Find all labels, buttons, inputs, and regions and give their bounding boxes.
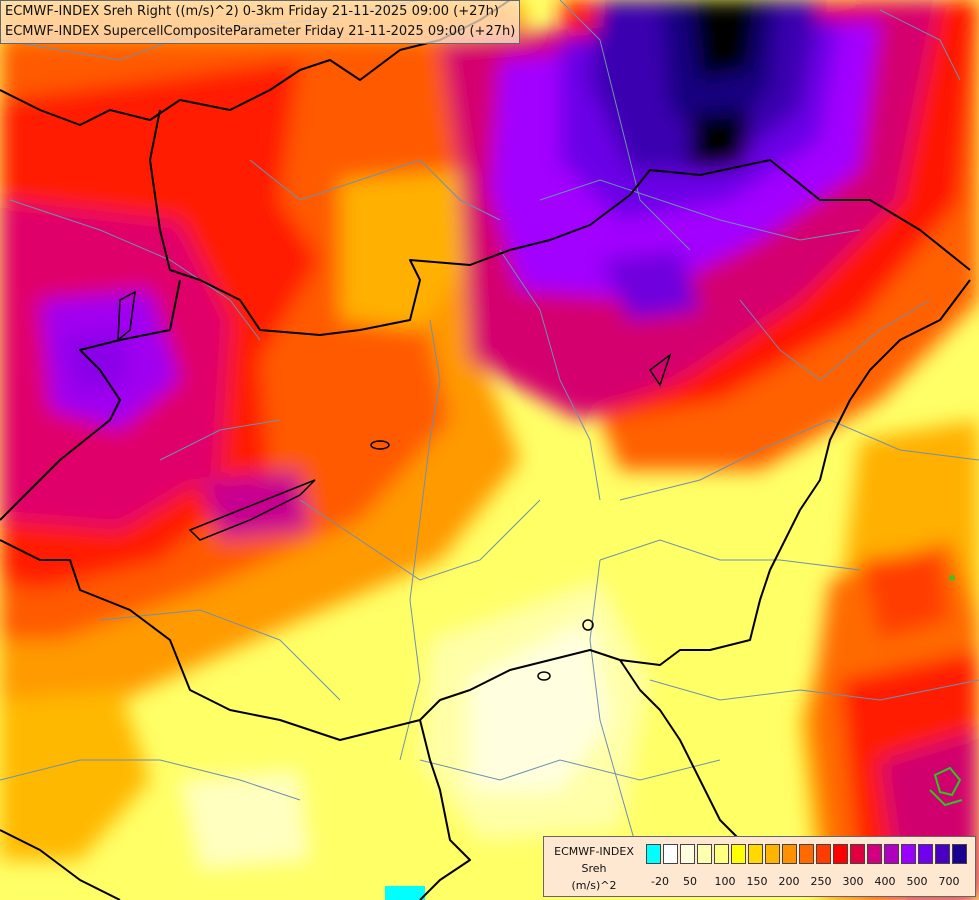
legend-tick-label: 700 — [938, 875, 960, 888]
legend-swatch — [646, 844, 661, 864]
legend-swatch — [850, 844, 865, 864]
legend-swatch — [782, 844, 797, 864]
legend-swatch — [867, 844, 882, 864]
legend-tick-label: 100 — [714, 875, 736, 888]
lakes — [117, 290, 672, 681]
title-line-2: ECMWF-INDEX SupercellCompositeParameter … — [5, 24, 516, 39]
legend-tick-label: 50 — [683, 875, 697, 888]
title-line-1: ECMWF-INDEX Sreh Right ((m/s)^2) 0-3km F… — [5, 4, 499, 19]
legend: ECMWF-INDEX Sreh (m/s)^2 -20 50 100 150 200 2… — [543, 836, 976, 897]
legend-swatch — [765, 844, 780, 864]
legend-swatch — [901, 844, 916, 864]
legend-swatch — [833, 844, 848, 864]
legend-swatch — [663, 844, 678, 864]
legend-title-line-3: (m/s)^2 — [571, 879, 617, 892]
legend-swatch — [680, 844, 695, 864]
legend-tick-label: 500 — [906, 875, 928, 888]
legend-swatch — [748, 844, 763, 864]
legend-swatch — [816, 844, 831, 864]
legend-tick-label: 300 — [842, 875, 864, 888]
legend-swatch — [935, 844, 950, 864]
supercell-contours — [929, 575, 963, 807]
legend-swatch — [884, 844, 899, 864]
legend-swatch — [799, 844, 814, 864]
legend-tick-label: 150 — [746, 875, 768, 888]
legend-title-line-1: ECMWF-INDEX — [554, 845, 634, 858]
legend-tick-label: 400 — [874, 875, 896, 888]
legend-tick-label: 250 — [810, 875, 832, 888]
cyan-spot — [385, 886, 425, 900]
legend-swatch — [952, 844, 967, 864]
legend-title-line-2: Sreh — [581, 862, 607, 875]
legend-tick-label: -20 — [651, 875, 669, 888]
legend-swatch — [714, 844, 729, 864]
legend-swatch — [731, 844, 746, 864]
legend-swatch — [918, 844, 933, 864]
legend-swatch — [697, 844, 712, 864]
legend-tick-label: 200 — [778, 875, 800, 888]
map-title-box: ECMWF-INDEX Sreh Right ((m/s)^2) 0-3km F… — [0, 0, 520, 44]
